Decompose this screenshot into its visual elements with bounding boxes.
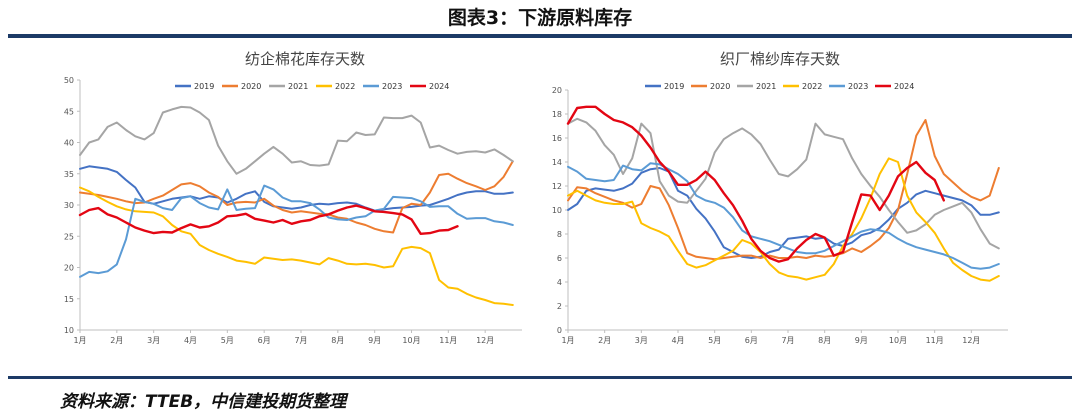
legend-label-2023: 2023	[848, 82, 868, 91]
y-tick-label: 25	[64, 232, 74, 241]
x-tick-label: 3月	[147, 336, 160, 344]
legend-label-2019: 2019	[194, 82, 214, 91]
legend-label-2021: 2021	[288, 82, 308, 91]
y-tick-label: 45	[64, 107, 74, 116]
y-tick-label: 20	[64, 264, 74, 273]
x-tick-label: 4月	[184, 336, 197, 344]
x-tick-label: 5月	[708, 336, 721, 344]
x-tick-label: 11月	[926, 336, 944, 344]
x-tick-label: 11月	[439, 336, 457, 344]
series-line-2023	[79, 184, 514, 278]
x-tick-label: 7月	[294, 336, 307, 344]
y-tick-label: 0	[557, 326, 562, 335]
y-tick-label: 10	[64, 326, 74, 335]
y-tick-label: 18	[552, 110, 562, 119]
legend-label-2022: 2022	[335, 82, 355, 91]
x-tick-label: 6月	[258, 336, 271, 344]
y-tick-label: 40	[64, 139, 74, 148]
x-tick-label: 1月	[73, 336, 86, 344]
x-tick-label: 9月	[855, 336, 868, 344]
y-tick-label: 14	[552, 158, 562, 167]
legend-label-2020: 2020	[241, 82, 261, 91]
series-line-2022	[567, 157, 1000, 282]
series-line-2021	[79, 105, 514, 175]
x-tick-label: 5月	[221, 336, 234, 344]
y-tick-label: 4	[557, 278, 562, 287]
x-tick-label: 1月	[561, 336, 574, 344]
y-tick-label: 8	[557, 230, 562, 239]
x-tick-label: 3月	[635, 336, 648, 344]
y-tick-label: 30	[64, 201, 74, 210]
chart-title: 纺企棉花库存天数	[245, 50, 365, 68]
x-tick-label: 7月	[781, 336, 794, 344]
series-line-2020	[79, 160, 514, 234]
x-tick-label: 10月	[402, 336, 420, 344]
yarn-inventory-chart: 织厂棉纱库存天数 0 2 4 6 8 10 12 14 16 18 20 1月 2月 3月 4月 5月 6月 7月 8…	[552, 50, 1008, 344]
chart-title: 织厂棉纱库存天数	[720, 50, 840, 68]
header-rule	[8, 34, 1072, 38]
series-line-2022	[79, 186, 514, 306]
x-tick-label: 4月	[671, 336, 684, 344]
source-note: 资料来源：TTEB，中信建投期货整理	[60, 392, 347, 412]
x-tick-label: 8月	[331, 336, 344, 344]
y-tick-label: 20	[552, 86, 562, 95]
legend-label-2020: 2020	[710, 82, 730, 91]
x-tick-label: 8月	[818, 336, 831, 344]
legend-label-2023: 2023	[382, 82, 402, 91]
series-line-2019	[567, 167, 1000, 259]
y-tick-label: 6	[557, 254, 562, 263]
legend-label-2024: 2024	[894, 82, 914, 91]
series-line-2023	[567, 162, 1000, 270]
x-tick-label: 10月	[889, 336, 907, 344]
y-tick-label: 16	[552, 134, 562, 143]
series-line-2024	[566, 105, 945, 263]
legend-label-2024: 2024	[429, 82, 449, 91]
x-tick-label: 9月	[368, 336, 381, 344]
x-tick-label: 2月	[110, 336, 123, 344]
legend-label-2021: 2021	[756, 82, 776, 91]
series-line-2024	[78, 204, 459, 236]
y-tick-label: 2	[557, 302, 562, 311]
cotton-inventory-chart: 纺企棉花库存天数 10 15 20 25 30 35 40 45 50 1月 2月 3月 4月 5月 6月 7月…	[64, 50, 522, 344]
page-title: 图表3：下游原料库存	[447, 7, 633, 29]
x-tick-label: 12月	[476, 336, 494, 344]
y-tick-label: 15	[64, 295, 74, 304]
x-tick-label: 12月	[962, 336, 980, 344]
legend-label-2019: 2019	[664, 82, 684, 91]
y-tick-label: 50	[64, 76, 74, 85]
legend-label-2022: 2022	[802, 82, 822, 91]
y-tick-label: 35	[64, 170, 74, 179]
series-line-2020	[567, 119, 1000, 261]
footer-rule	[8, 376, 1072, 379]
x-tick-label: 2月	[598, 336, 611, 344]
x-tick-label: 6月	[745, 336, 758, 344]
y-tick-label: 10	[552, 206, 562, 215]
y-tick-label: 12	[552, 182, 562, 191]
